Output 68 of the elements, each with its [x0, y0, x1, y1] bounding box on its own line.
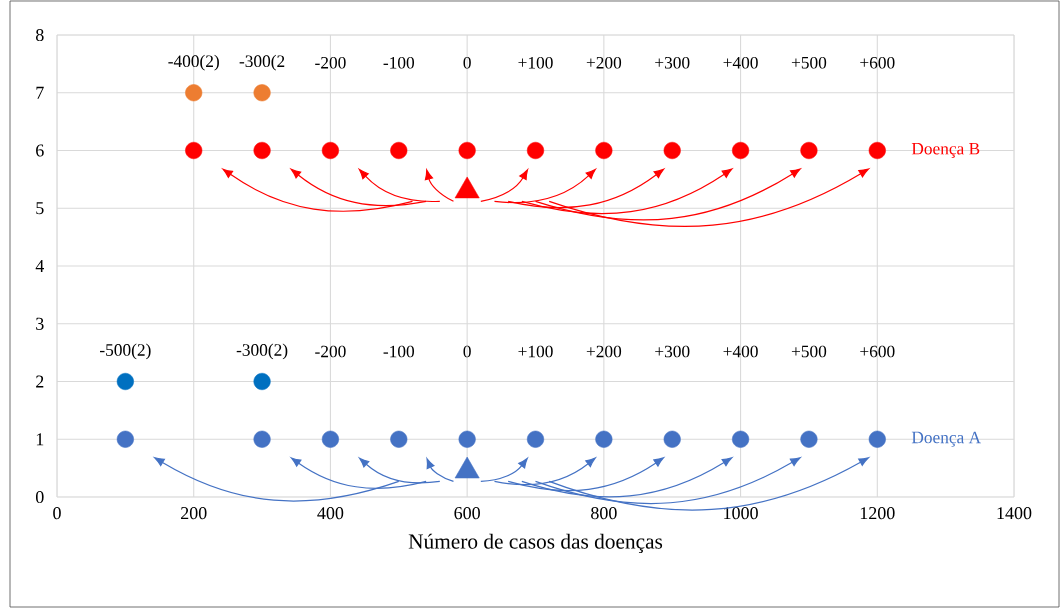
y-tick-label: 6 [36, 144, 44, 157]
y-tick-label: 2 [36, 375, 44, 388]
point [800, 141, 818, 160]
point [321, 430, 339, 448]
annotation: +600 [860, 56, 895, 69]
point [526, 141, 545, 160]
point [732, 141, 750, 160]
annotation: -100 [383, 345, 415, 358]
x-tick-label: 1000 [724, 507, 758, 520]
point [732, 430, 750, 448]
annotation: +100 [518, 345, 553, 358]
annotation: +400 [723, 345, 758, 358]
x-tick-label: 1400 [997, 507, 1032, 520]
y-tick-label: 1 [36, 433, 44, 446]
point [595, 141, 613, 160]
annotation: +500 [791, 56, 827, 69]
series-label: Doença A [911, 431, 981, 447]
point [526, 430, 545, 448]
point [390, 141, 408, 160]
x-tick-label: 800 [591, 507, 617, 520]
point [321, 141, 339, 160]
point [185, 141, 203, 160]
annotation: 0 [463, 56, 471, 69]
annotation: -200 [315, 345, 346, 358]
y-tick-label: 0 [35, 490, 44, 504]
annotation: +200 [586, 56, 622, 69]
x-tick-label: 0 [53, 507, 61, 520]
point [458, 141, 476, 160]
y-tick-label: 4 [35, 260, 45, 272]
point [390, 430, 408, 448]
point [663, 141, 681, 160]
point [458, 430, 476, 448]
x-tick-label: 400 [317, 507, 344, 520]
annotation: -300(2 [239, 54, 285, 71]
x-axis-title: Número de casos das doenças [408, 533, 663, 554]
y-tick-label: 7 [36, 86, 44, 99]
point [185, 84, 203, 102]
annotation: +400 [723, 56, 758, 69]
annotation: +300 [655, 345, 690, 358]
y-tick-label: 5 [36, 202, 44, 215]
annotation: +600 [860, 345, 895, 358]
annotation: -200 [315, 56, 346, 69]
annotation: +100 [518, 56, 553, 69]
point [116, 430, 134, 448]
point [116, 372, 134, 391]
x-tick-label: 200 [181, 507, 207, 520]
point [253, 84, 271, 102]
annotation: 0 [463, 345, 471, 358]
annotation: +500 [791, 345, 827, 358]
point [253, 372, 271, 391]
point [800, 430, 818, 448]
y-tick-label: 8 [35, 28, 44, 42]
x-tick-label: 600 [454, 507, 480, 520]
annotation: -300(2) [236, 343, 288, 360]
annotation: +300 [655, 56, 690, 69]
point [595, 430, 613, 448]
series-label: Doença B [911, 142, 980, 159]
point [868, 430, 886, 448]
y-tick-label: 3 [36, 317, 44, 330]
annotation: -400(2) [168, 54, 219, 71]
annotation: +200 [586, 345, 622, 358]
point [868, 141, 886, 160]
annotation: -100 [383, 56, 415, 69]
point [663, 430, 681, 448]
x-tick-label: 1200 [860, 507, 895, 520]
point [253, 430, 271, 448]
annotation: -500(2) [100, 343, 151, 360]
point [253, 141, 271, 160]
